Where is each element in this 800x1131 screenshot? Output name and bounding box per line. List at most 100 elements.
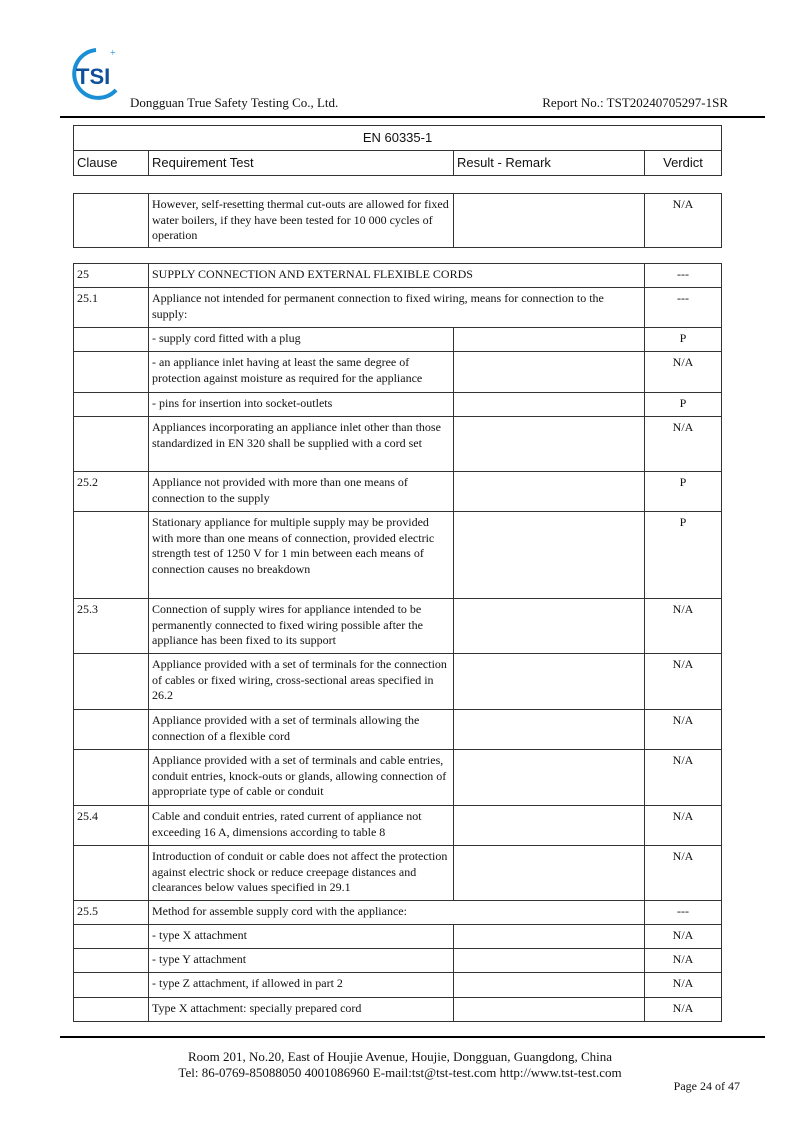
clause-cell: 25.1 <box>73 287 149 328</box>
table-row: Type X attachment: specially prepared co… <box>73 997 723 1022</box>
column-verdict: Verdict <box>643 150 723 176</box>
clause-cell <box>73 327 149 352</box>
clause-cell <box>73 997 149 1022</box>
svg-text:+: + <box>110 48 116 59</box>
clause-cell: 25 <box>73 263 149 288</box>
clause-cell <box>73 972 149 998</box>
verdict-cell: N/A <box>644 193 722 248</box>
table-row: - type Y attachment N/A <box>73 948 723 973</box>
requirement-cell: Method for assemble supply cord with the… <box>147 900 646 925</box>
verdict-cell: N/A <box>644 653 723 710</box>
table-row: Stationary appliance for multiple supply… <box>73 511 723 599</box>
table-row: - type X attachment N/A <box>73 924 723 949</box>
result-cell <box>452 471 646 512</box>
verdict-cell: P <box>644 327 723 352</box>
requirement-cell: - type X attachment <box>148 924 454 949</box>
table-row: 25.3 Connection of supply wires for appli… <box>73 598 723 654</box>
clause-cell <box>73 511 149 599</box>
verdict-cell: N/A <box>644 997 723 1022</box>
verdict-cell: N/A <box>644 924 723 949</box>
table-row: - supply cord fitted with a plug P <box>73 327 723 352</box>
continuation-table: However, self-resetting thermal cut-outs… <box>73 193 722 248</box>
verdict-cell: P <box>644 471 723 512</box>
table-header: EN 60335-1 Clause Requirement Test Resul… <box>72 125 723 176</box>
result-cell <box>452 416 646 472</box>
table-row: 25.4 Cable and conduit entries, rated cur… <box>73 805 723 846</box>
table-row: Appliance provided with a set of termina… <box>73 749 723 806</box>
result-cell <box>452 997 646 1022</box>
clause-cell <box>73 193 149 248</box>
report-number: Report No.: TST20240705297-1SR <box>542 95 728 110</box>
verdict-cell: N/A <box>644 709 723 750</box>
footer-contact: Tel: 86-0769-85088050 4001086960 E-mail:… <box>178 1065 622 1080</box>
verdict-cell: --- <box>644 900 723 925</box>
verdict-cell: N/A <box>644 948 723 973</box>
clause-cell: 25.4 <box>73 805 149 846</box>
result-cell <box>452 709 646 750</box>
column-clause: Clause <box>73 150 149 176</box>
verdict-cell: N/A <box>644 972 723 998</box>
table-row: However, self-resetting thermal cut-outs… <box>73 193 722 248</box>
result-cell <box>452 845 646 901</box>
clause-cell <box>73 709 149 750</box>
requirement-cell: Appliance not intended for permanent con… <box>147 287 646 328</box>
requirement-cell: - pins for insertion into socket-outlets <box>148 392 454 417</box>
result-cell <box>452 392 646 417</box>
company-logo: TSI + <box>72 48 118 100</box>
requirement-cell: - supply cord fitted with a plug <box>148 327 454 352</box>
clause-cell: 25.5 <box>73 900 149 925</box>
requirement-cell: Connection of supply wires for appliance… <box>148 598 454 654</box>
column-result: Result - Remark <box>453 150 645 176</box>
table-row: - type Z attachment, if allowed in part … <box>73 972 723 998</box>
clause-cell <box>73 392 149 417</box>
verdict-cell: N/A <box>644 351 723 393</box>
result-cell <box>452 948 646 973</box>
requirement-cell: Introduction of conduit or cable does no… <box>148 845 454 901</box>
requirement-cell: - type Y attachment <box>148 948 454 973</box>
verdict-cell: P <box>644 392 723 417</box>
requirement-cell: Appliance not provided with more than on… <box>148 471 454 512</box>
svg-text:TSI: TSI <box>76 64 110 89</box>
requirement-cell: Appliances incorporating an appliance in… <box>148 416 454 472</box>
clause-cell <box>73 653 149 710</box>
footer-divider <box>60 1036 765 1038</box>
table-row: Introduction of conduit or cable does no… <box>73 845 723 901</box>
header-divider <box>60 116 765 118</box>
verdict-cell: --- <box>644 263 723 288</box>
result-cell <box>452 598 646 654</box>
table-row: 25.1 Appliance not intended for permanent… <box>73 287 723 328</box>
standard-title: EN 60335-1 <box>72 125 723 151</box>
table-row: Appliances incorporating an appliance in… <box>73 416 723 472</box>
page-number: Page 24 of 47 <box>673 1079 740 1093</box>
clause-table: 25 SUPPLY CONNECTION AND EXTERNAL FLEXIBL… <box>73 263 723 1022</box>
table-row: - pins for insertion into socket-outlets… <box>73 392 723 417</box>
requirement-cell: - type Z attachment, if allowed in part … <box>148 972 454 998</box>
result-cell <box>452 749 646 806</box>
clause-cell <box>73 351 149 393</box>
result-cell <box>452 653 646 710</box>
result-cell <box>452 327 646 352</box>
requirement-cell: - an appliance inlet having at least the… <box>148 351 454 393</box>
requirement-cell: Type X attachment: specially prepared co… <box>148 997 454 1022</box>
requirement-cell: However, self-resetting thermal cut-outs… <box>148 193 454 248</box>
clause-cell <box>73 845 149 901</box>
verdict-cell: N/A <box>644 416 723 472</box>
clause-cell <box>73 948 149 973</box>
table-row: Appliance provided with a set of termina… <box>73 653 723 710</box>
result-cell <box>453 193 645 248</box>
clause-cell <box>73 749 149 806</box>
requirement-cell: Cable and conduit entries, rated current… <box>148 805 454 846</box>
verdict-cell: N/A <box>644 749 723 806</box>
result-cell <box>452 511 646 599</box>
result-cell <box>452 805 646 846</box>
requirement-cell: Appliance provided with a set of termina… <box>148 653 454 710</box>
clause-cell <box>73 416 149 472</box>
requirement-cell: Stationary appliance for multiple supply… <box>148 511 454 599</box>
requirement-cell: Appliance provided with a set of termina… <box>148 749 454 806</box>
requirement-cell: SUPPLY CONNECTION AND EXTERNAL FLEXIBLE … <box>147 263 646 288</box>
company-name: Dongguan True Safety Testing Co., Ltd. <box>130 95 339 110</box>
table-row: - an appliance inlet having at least the… <box>73 351 723 393</box>
result-cell <box>452 924 646 949</box>
table-row: Appliance provided with a set of termina… <box>73 709 723 750</box>
table-row: 25.2 Appliance not provided with more tha… <box>73 471 723 512</box>
